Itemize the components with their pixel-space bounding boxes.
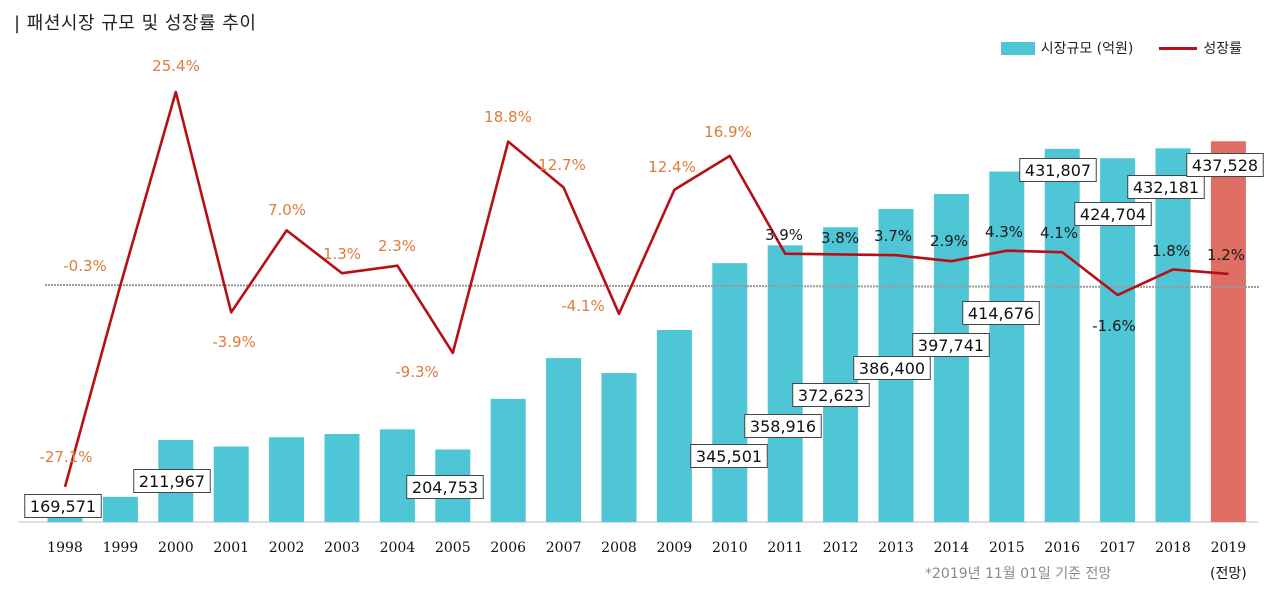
svg-text:169,571: 169,571 [30, 497, 96, 516]
x-tick-label: 2013 [878, 540, 914, 556]
bar-2018 [1155, 148, 1191, 522]
bar-2006 [490, 398, 526, 522]
svg-text:372,623: 372,623 [798, 386, 864, 405]
bar-2014 [933, 193, 969, 523]
svg-text:432,181: 432,181 [1133, 178, 1199, 197]
bar-value-label: 437,528 [1186, 153, 1264, 177]
x-tick-label: 1999 [103, 540, 139, 556]
bar-value-label: 169,571 [24, 494, 102, 518]
x-tick-label: 1998 [47, 540, 83, 556]
growth-rate-line [63, 90, 1229, 488]
bar-2015 [989, 171, 1025, 522]
bar-2001 [213, 446, 249, 522]
x-tick-label: 2018 [1155, 540, 1191, 556]
bar-value-label: 432,181 [1127, 175, 1205, 199]
legend: 시장규모 (억원) 성장률 [1000, 38, 1242, 58]
growth-label: 2.9% [930, 232, 968, 250]
growth-label: -4.1% [561, 297, 605, 315]
growth-label: 1.2% [1207, 246, 1245, 264]
growth-label: 3.7% [874, 227, 912, 245]
x-tick-label: 2003 [324, 540, 360, 556]
growth-label: 1.8% [1152, 242, 1190, 260]
growth-label: 3.8% [821, 229, 859, 247]
growth-label: -0.3% [63, 257, 107, 275]
growth-label: 4.1% [1040, 224, 1078, 242]
svg-text:437,528: 437,528 [1192, 156, 1258, 175]
growth-label: 18.8% [484, 108, 532, 126]
x-tick-label: 2001 [213, 540, 249, 556]
growth-label: -3.9% [212, 333, 256, 351]
growth-label: 12.7% [538, 156, 586, 174]
bar-value-label: 397,741 [912, 333, 990, 357]
bar-value-label: 211,967 [133, 469, 211, 493]
x-tick-label: 2016 [1044, 540, 1080, 556]
x-tick-label: 2012 [823, 540, 859, 556]
bar-2002 [269, 437, 305, 522]
growth-label: 4.3% [985, 223, 1023, 241]
bar-2008 [601, 373, 637, 522]
svg-text:424,704: 424,704 [1080, 205, 1146, 224]
growth-label: -27.1% [39, 448, 92, 466]
forecast-tick-note: (전망) [1210, 566, 1247, 582]
growth-label: 25.4% [152, 57, 200, 75]
x-tick-label: 2007 [546, 540, 582, 556]
bar-value-label: 424,704 [1074, 202, 1152, 226]
x-tick-label: 2008 [601, 540, 637, 556]
bar-2009 [656, 330, 692, 522]
bar-2016 [1044, 148, 1080, 522]
svg-text:386,400: 386,400 [859, 359, 925, 378]
bar-value-label: 204,753 [406, 475, 484, 499]
growth-label: 3.9% [765, 226, 803, 244]
chart-title: | 패션시장 규모 및 성장률 추이 [14, 13, 257, 34]
svg-text:431,807: 431,807 [1025, 161, 1091, 180]
x-tick-label: 2006 [490, 540, 526, 556]
bar-2019 [1210, 141, 1246, 523]
bar-value-label: 414,676 [962, 301, 1040, 325]
growth-label: -9.3% [395, 363, 439, 381]
bar-value-label: 358,916 [744, 414, 822, 438]
x-tick-label: 2000 [158, 540, 194, 556]
bar-value-label: 431,807 [1019, 158, 1097, 182]
svg-text:345,501: 345,501 [696, 447, 762, 466]
x-tick-label: 2011 [767, 540, 803, 556]
growth-label: 16.9% [704, 123, 752, 141]
svg-text:204,753: 204,753 [412, 478, 478, 497]
x-tick-label: 2002 [269, 540, 305, 556]
growth-label: 12.4% [648, 158, 696, 176]
legend-line-label: 성장률 [1203, 41, 1242, 57]
bar-1999 [102, 496, 138, 522]
growth-label: 7.0% [268, 201, 306, 219]
svg-text:358,916: 358,916 [750, 417, 816, 436]
legend-bar-swatch [1000, 41, 1035, 55]
svg-text:414,676: 414,676 [968, 304, 1034, 323]
legend-line-swatch [1159, 46, 1198, 50]
growth-label: -1.6% [1092, 317, 1136, 335]
bar-2010 [712, 263, 748, 522]
growth-label: 1.3% [323, 245, 361, 263]
zero-growth-baseline [44, 284, 1261, 288]
bar-2007 [546, 358, 582, 522]
x-tick-label: 2019 [1211, 540, 1247, 556]
x-tick-label: 2005 [435, 540, 471, 556]
bar-value-label: 372,623 [792, 383, 870, 407]
bar-value-label: 345,501 [690, 444, 768, 468]
x-tick-label: 2017 [1100, 540, 1136, 556]
x-tick-label: 2004 [380, 540, 416, 556]
bar-value-label: 386,400 [853, 356, 931, 380]
svg-text:397,741: 397,741 [918, 336, 984, 355]
bar-2003 [324, 433, 360, 522]
x-tick-label: 2015 [989, 540, 1025, 556]
svg-text:211,967: 211,967 [139, 472, 205, 491]
footnote: *2019년 11월 01일 기준 전망 [925, 566, 1112, 582]
x-tick-label: 2009 [657, 540, 693, 556]
growth-label: 2.3% [378, 237, 416, 255]
legend-bar-label: 시장규모 (억원) [1040, 41, 1134, 57]
x-tick-label: 2014 [934, 540, 970, 556]
bar-2012 [823, 227, 859, 523]
x-tick-label: 2010 [712, 540, 748, 556]
